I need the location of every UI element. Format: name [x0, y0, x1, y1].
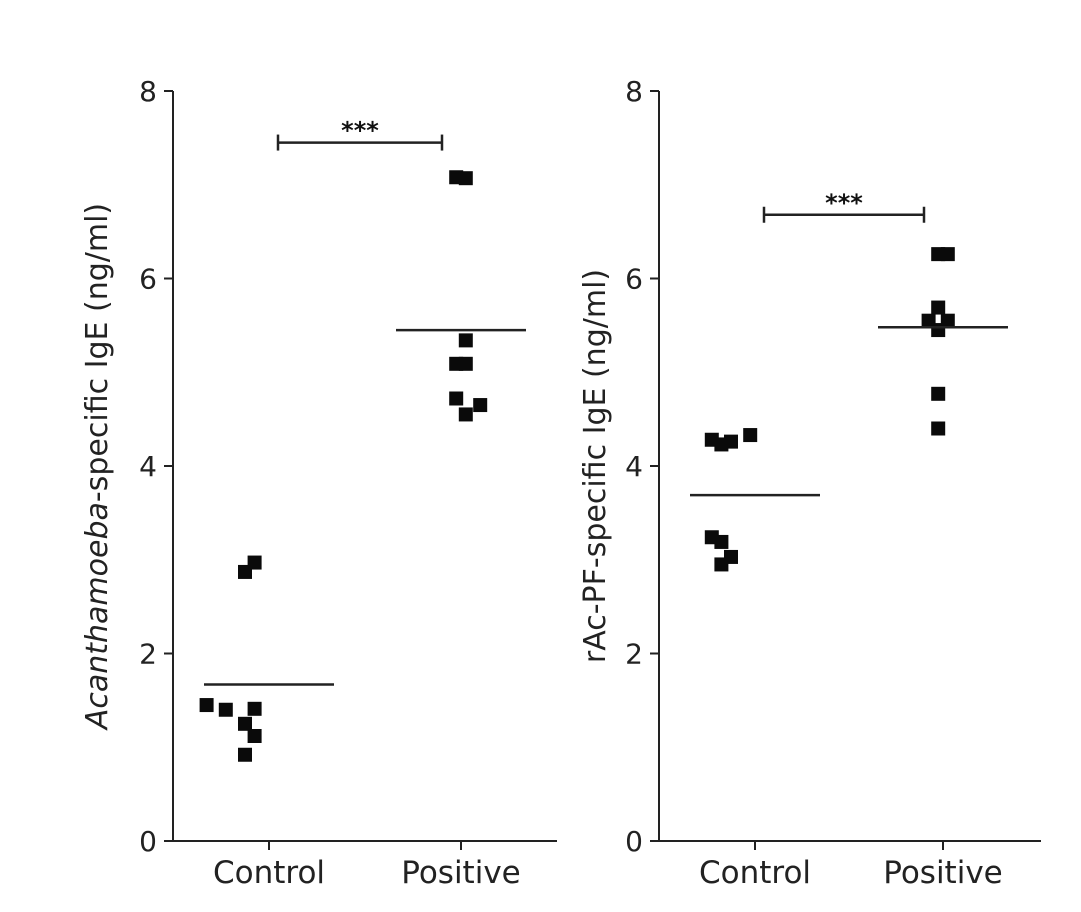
data-point [238, 747, 252, 762]
chart-panel-2: 0 2 4 6 8 Control Positive rAc-PF-specific IgE … [578, 75, 1041, 891]
data-point [247, 555, 262, 570]
y-tick-label: 8 [139, 75, 157, 108]
data-point [458, 407, 473, 422]
data-point [218, 702, 233, 717]
data-point [714, 557, 729, 572]
y-axis-title-text: rAc-PF-specific IgE (ng/ml) [578, 269, 613, 663]
data-point [458, 333, 473, 348]
data-point [940, 247, 955, 262]
y-axis-title-text: -specific IgE (ng/ml) [80, 203, 115, 502]
data-point [724, 434, 738, 449]
x-tick-label: Control [213, 855, 325, 891]
data-point [449, 391, 464, 406]
y-axis-title-italic: Acanthamoeba [80, 502, 115, 731]
y-axis-title: Acanthamoeba-specific IgE (ng/ml) [80, 203, 115, 731]
data-point [458, 356, 473, 371]
x-tick-label: Positive [883, 855, 1003, 891]
data-point [247, 701, 262, 716]
data-point [458, 171, 473, 186]
data-point [743, 428, 758, 443]
y-tick-label: 6 [139, 263, 157, 296]
y-tick-label: 0 [625, 825, 643, 858]
data-point [714, 534, 729, 549]
y-tick-label: 4 [139, 450, 157, 483]
data-point [199, 698, 214, 713]
y-tick-label: 2 [625, 638, 643, 671]
data-point [931, 386, 946, 401]
chart-panel-1: 0 2 4 6 8 Control Positive Acanthamoeba-specifi… [80, 75, 557, 891]
y-tick-label: 0 [139, 825, 157, 858]
data-point [238, 716, 252, 731]
y-tick-label: 4 [625, 450, 643, 483]
significance-label: *** [341, 117, 379, 145]
significance-label: *** [825, 189, 863, 217]
y-tick-label: 6 [625, 263, 643, 296]
y-axis-title: rAc-PF-specific IgE (ng/ml) [578, 269, 613, 663]
data-point [473, 398, 488, 413]
data-point [931, 300, 946, 315]
x-tick-label: Control [699, 855, 811, 891]
y-tick-label: 2 [139, 638, 157, 671]
x-tick-label: Positive [401, 855, 521, 891]
data-point [931, 323, 946, 338]
y-tick-label: 8 [625, 75, 643, 108]
data-point [247, 729, 262, 743]
data-point [931, 421, 946, 436]
